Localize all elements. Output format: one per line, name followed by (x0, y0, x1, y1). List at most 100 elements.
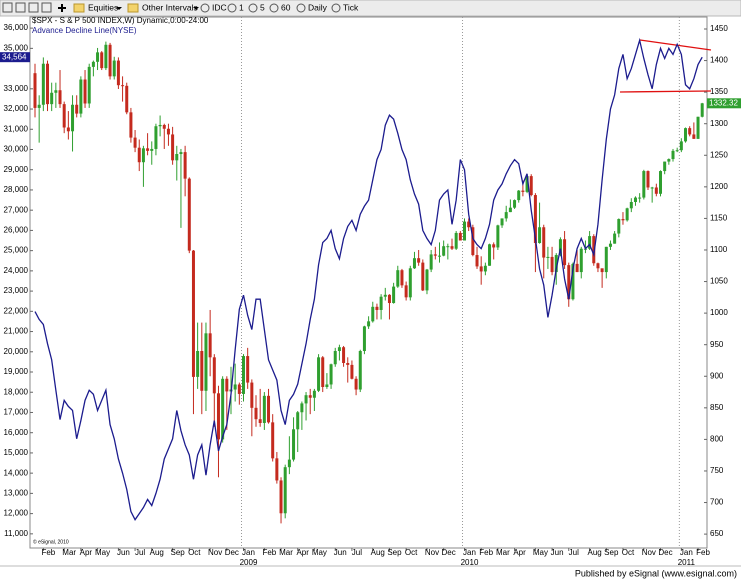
candle-body (58, 90, 62, 105)
candle-body (125, 85, 129, 113)
candle-body (196, 351, 200, 377)
candle-body (166, 128, 170, 135)
x-tick-label: Oct (405, 548, 418, 557)
candle-body (496, 225, 500, 248)
candle-body (50, 92, 54, 105)
y-tick-label: 22,000 (4, 306, 29, 315)
candle-body (488, 244, 492, 266)
x-tick-label: Dec (442, 548, 456, 557)
icon (248, 3, 258, 13)
candle-body (33, 73, 37, 108)
toolbar-button[interactable]: 60 (281, 2, 291, 12)
candle-body (571, 263, 575, 300)
last-value-label: 1332.32 (709, 98, 738, 107)
toolbar-button[interactable]: 5 (260, 2, 265, 12)
y-tick-label: 28,000 (4, 185, 29, 194)
candle-body (183, 152, 187, 179)
candle-body (675, 150, 679, 152)
candle-body (221, 378, 225, 440)
icon[interactable] (15, 2, 26, 13)
y-tick-label: 35,000 (4, 43, 29, 52)
y-tick-label: 17,000 (4, 408, 29, 417)
x-tick-label: Oct (622, 548, 635, 557)
candle-body (41, 63, 45, 105)
candle-body (617, 219, 621, 234)
y-tick-label: 32,000 (4, 104, 29, 113)
y2-tick-label: 1450 (710, 24, 728, 33)
x-tick-label: Sep (387, 548, 402, 557)
y-tick-label: 27,000 (4, 205, 29, 214)
candle-body (450, 246, 454, 249)
candle-body (267, 395, 271, 423)
candle-body (588, 236, 592, 249)
plus-icon[interactable] (58, 4, 66, 12)
icon[interactable] (28, 2, 39, 13)
toolbar-button[interactable]: Other Intervals (142, 2, 198, 12)
x-tick-label: Sep (170, 548, 185, 557)
candle-body (392, 286, 396, 304)
candle-body (175, 154, 179, 161)
toolbar-button[interactable]: Daily (308, 2, 328, 12)
folder-icon (73, 3, 85, 13)
y-tick-label: 11,000 (4, 529, 28, 538)
toolbar-button[interactable]: Tick (343, 2, 359, 12)
last-value-box (0, 52, 30, 63)
y2-tick-label: 1050 (710, 277, 728, 286)
candle-body (96, 52, 100, 62)
y2-tick-label: 1150 (710, 214, 728, 223)
y-tick-label: 31,000 (4, 124, 29, 133)
candle-body (475, 255, 479, 267)
toolbar-button[interactable]: IDC (212, 2, 227, 12)
candle-body (37, 104, 41, 108)
candle-body (613, 233, 617, 244)
candle-body (367, 321, 371, 327)
candle-body (54, 90, 58, 93)
candle-body (317, 357, 321, 391)
candle-body (646, 171, 650, 188)
x-tick-label: Dec (658, 548, 672, 557)
y-tick-label: 19,000 (4, 367, 29, 376)
candle-body (538, 227, 542, 244)
y-tick-label: 36,000 (4, 23, 29, 32)
x-tick-label: Mar (496, 548, 510, 557)
y-tick-label: 24,000 (4, 266, 29, 275)
y2-tick-label: 1350 (710, 87, 728, 96)
candle-body (688, 128, 692, 135)
icon (200, 3, 210, 13)
y2-tick-label: 1000 (710, 308, 728, 317)
toolbar-button[interactable]: 1 (239, 2, 244, 12)
y-tick-label: 18,000 (4, 387, 29, 396)
candle-body (362, 326, 366, 352)
candle-body (308, 395, 312, 398)
last-value-box (707, 98, 741, 109)
y2-tick-label: 650 (710, 529, 724, 538)
y-tick-label: 15,000 (4, 448, 29, 457)
y-tick-label: 14,000 (4, 468, 29, 477)
x-tick-label: May (312, 548, 327, 557)
y2-tick-label: 850 (710, 403, 724, 412)
candle-body (325, 384, 329, 387)
candle-body (171, 134, 175, 161)
x-tick-label: Nov (642, 548, 656, 557)
copyright: © eSignal, 2010 (33, 538, 69, 545)
y2-tick-label: 1250 (710, 150, 728, 159)
candle-body (133, 137, 137, 148)
x-tick-label: Feb (41, 548, 55, 557)
x-tick-label: Jun (551, 548, 564, 557)
candle-body (158, 124, 162, 127)
candle-body (342, 347, 346, 364)
candle-body (162, 124, 166, 129)
candle-body (404, 285, 408, 298)
icon[interactable] (2, 2, 13, 13)
icon (296, 3, 306, 13)
candle-body (596, 263, 600, 269)
x-tick-label: Apr (513, 548, 526, 557)
icon (331, 3, 341, 13)
toolbar-button[interactable]: Equities (88, 2, 118, 12)
icon[interactable] (41, 2, 52, 13)
candle-body (525, 176, 529, 192)
candle-body (346, 363, 350, 365)
y2-tick-label: 800 (710, 435, 724, 444)
